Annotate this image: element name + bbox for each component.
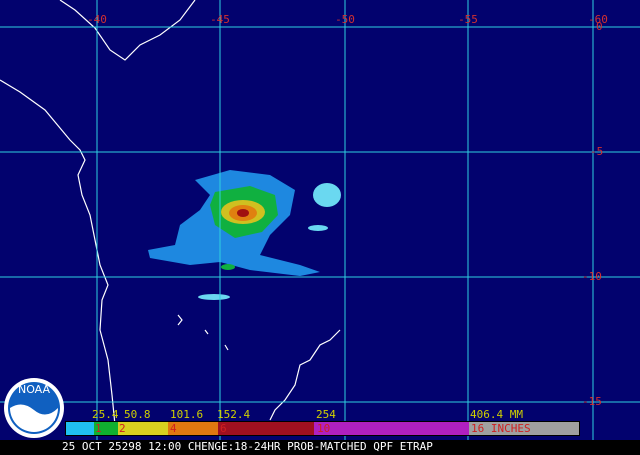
graticule [0, 0, 640, 440]
scale-label: 2 [119, 422, 126, 435]
coastline [269, 329, 341, 421]
scale-label: 25.4 [92, 408, 119, 421]
coastline [0, 79, 116, 426]
ocean [0, 0, 640, 440]
lon-label: -50 [335, 13, 355, 26]
caption: 25 OCT 25298 12:00 CHENGE:18-24HR PROB-M… [62, 440, 433, 453]
scale-label: 4 [170, 422, 177, 435]
scale-label: 254 [316, 408, 336, 421]
scale-label: 101.6 [170, 408, 203, 421]
scale-label: 406.4 MM [470, 408, 523, 421]
logo-text: NOAA [18, 383, 51, 396]
lat-label: 0 [596, 20, 603, 33]
rainfall [148, 170, 341, 300]
color-scale: 25.4 50.8 101.6 152.4 254 406.4 MM 1 2 4… [65, 408, 580, 436]
scale-label: 152.4 [217, 408, 250, 421]
scale-label: 10 [317, 422, 330, 435]
lon-label: -40 [87, 13, 107, 26]
scale-label: 50.8 [124, 408, 151, 421]
scale-label: 1 [95, 422, 102, 435]
lat-label: -10 [582, 270, 602, 283]
footer-bg [0, 440, 640, 455]
lon-label: -60 [588, 13, 608, 26]
noaa-logo: NOAA [4, 378, 64, 438]
lat-label: -15 [582, 395, 602, 408]
coastline [177, 314, 229, 351]
lat-label: -5 [590, 145, 603, 158]
scale-label: 6 [220, 422, 227, 435]
scale-label: 16 INCHES [471, 422, 531, 435]
lon-label: -45 [210, 13, 230, 26]
coastline [59, 0, 196, 61]
lon-label: -55 [458, 13, 478, 26]
